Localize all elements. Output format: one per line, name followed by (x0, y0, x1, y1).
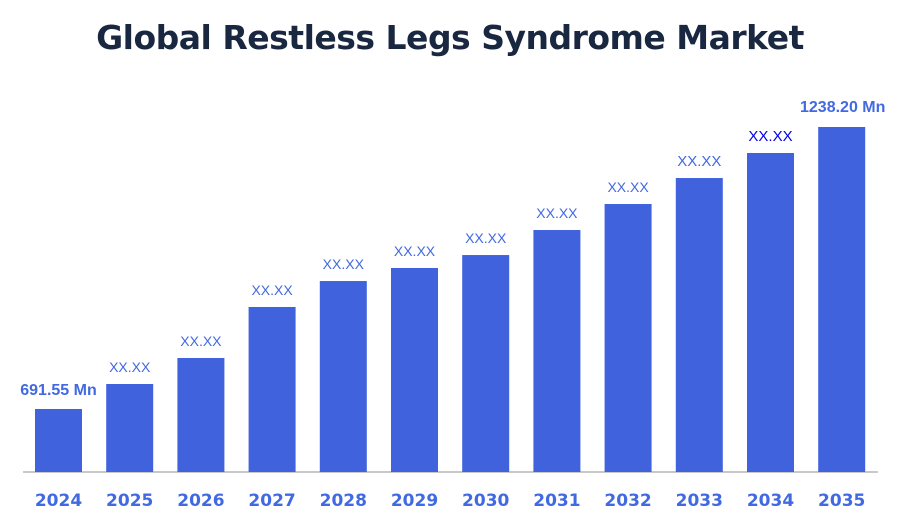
data-label-2024: 691.55 Mn (20, 382, 96, 399)
tick-label-2030: 2030 (462, 491, 509, 511)
tick-label-2029: 2029 (391, 491, 438, 511)
tick-label-2032: 2032 (604, 491, 651, 511)
data-label-2029: XX.XX (394, 243, 436, 259)
tick-label-2025: 2025 (106, 491, 153, 511)
data-label-2032: XX.XX (607, 179, 649, 195)
data-label-2031: XX.XX (536, 205, 578, 221)
bar-2028 (319, 281, 367, 472)
tick-label-2035: 2035 (818, 491, 865, 511)
data-label-2026: XX.XX (180, 333, 222, 349)
bar-2033 (675, 178, 723, 472)
data-label-2033: XX.XX (677, 153, 721, 170)
bar-2026 (177, 357, 225, 472)
tick-label-2034: 2034 (747, 491, 794, 511)
data-label-2030: XX.XX (465, 230, 507, 246)
data-label-2035: 1238.20 Mn (800, 99, 885, 116)
data-label-2027: XX.XX (251, 282, 293, 298)
bar-2031 (533, 230, 581, 472)
tick-label-2026: 2026 (177, 491, 224, 511)
bar-2024 (35, 408, 82, 472)
tick-label-2031: 2031 (533, 491, 580, 511)
bar-2029 (391, 267, 438, 472)
data-label-2034: XX.XX (748, 128, 792, 145)
bar-2027 (248, 306, 296, 472)
tick-label-2033: 2033 (676, 491, 723, 511)
bar-2034 (747, 152, 794, 472)
bar-2032 (604, 204, 652, 472)
data-label-2025: XX.XX (109, 359, 151, 375)
chart-title: Global Restless Legs Syndrome Market (96, 18, 804, 57)
data-label-2028: XX.XX (323, 256, 365, 272)
tick-label-2028: 2028 (320, 491, 367, 511)
bar-2035 (818, 127, 866, 472)
tick-label-2027: 2027 (248, 491, 295, 511)
bar-2030 (462, 255, 510, 472)
tick-label-2024: 2024 (35, 491, 82, 511)
bar-2025 (106, 383, 154, 472)
